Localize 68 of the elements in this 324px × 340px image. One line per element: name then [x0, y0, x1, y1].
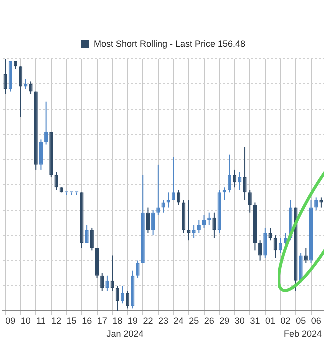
candlestick: [19, 66, 23, 118]
candlestick: [268, 227, 272, 242]
candlestick: [44, 101, 48, 146]
x-tick-label: 31: [250, 316, 260, 326]
x-tick-label: 26: [204, 316, 214, 326]
candlestick: [243, 146, 247, 201]
legend-label: Most Short Rolling - Last Price 156.48: [94, 38, 246, 49]
candlestick: [228, 154, 232, 194]
x-tick-label: 24: [174, 316, 184, 326]
candlestick: [208, 212, 212, 226]
candlestick: [274, 235, 278, 259]
candlestick: [202, 214, 206, 228]
x-tick-label: 18: [112, 316, 123, 326]
candlestick: [212, 212, 216, 239]
candlestick: [162, 200, 166, 214]
x-tick-label: 16: [82, 316, 92, 326]
x-tick-label: 29: [220, 316, 230, 326]
candlestick: [120, 285, 125, 304]
candlestick: [85, 224, 89, 244]
text: Jan 2024: [106, 329, 144, 339]
x-tick-label: 17: [97, 316, 108, 326]
x-tick-label: 25: [189, 316, 200, 326]
candlestick: [106, 275, 110, 292]
x-tick-label: 01: [265, 316, 276, 326]
candlestick: [192, 224, 196, 239]
candlestick: [100, 272, 104, 292]
candlestick: [152, 210, 156, 236]
candlestick: [90, 227, 94, 252]
candlestick: [222, 187, 226, 201]
candlestick: [4, 58, 8, 95]
candlestick: [258, 240, 262, 262]
x-tick-label: 12: [51, 316, 62, 326]
x-tick-label: 06: [311, 316, 322, 326]
candlestick: [39, 139, 43, 170]
candlestick: [320, 197, 324, 208]
x-tick-label: 23: [158, 316, 169, 326]
x-tick-label: 09: [6, 316, 16, 326]
x-tick-label: 10: [20, 316, 31, 326]
x-tick-label: 05: [296, 316, 306, 326]
candlestick: [136, 260, 140, 279]
candlestick: [172, 156, 176, 201]
candlestick: [187, 200, 191, 242]
x-tick-label: 15: [66, 316, 77, 326]
candlestick: [24, 78, 28, 90]
candlestick: [264, 227, 268, 259]
candlestick: [29, 81, 33, 95]
x-tick-label: 19: [128, 316, 138, 326]
candlestick: [54, 172, 58, 191]
candlestick: [146, 207, 150, 234]
candlestick: [197, 220, 201, 234]
candlestick: [299, 252, 303, 284]
candlestick: [166, 192, 170, 208]
candlestick: [278, 238, 282, 254]
candlestick: [177, 190, 181, 206]
candlestick: [156, 164, 160, 216]
candlestick: [233, 169, 237, 188]
candlestick: [110, 255, 114, 292]
candlestick: [304, 248, 308, 264]
x-tick-label: 11: [36, 316, 46, 326]
candlestick: [126, 290, 130, 310]
candlestick: [248, 190, 252, 214]
candlestick: [238, 172, 242, 191]
x-tick-label: 22: [143, 316, 154, 326]
x-tick-label: 30: [234, 316, 245, 326]
text: Feb 2024: [284, 329, 322, 339]
candlestick: [314, 197, 318, 211]
x-tick-label: 02: [280, 316, 291, 326]
candlestick: [116, 285, 120, 312]
